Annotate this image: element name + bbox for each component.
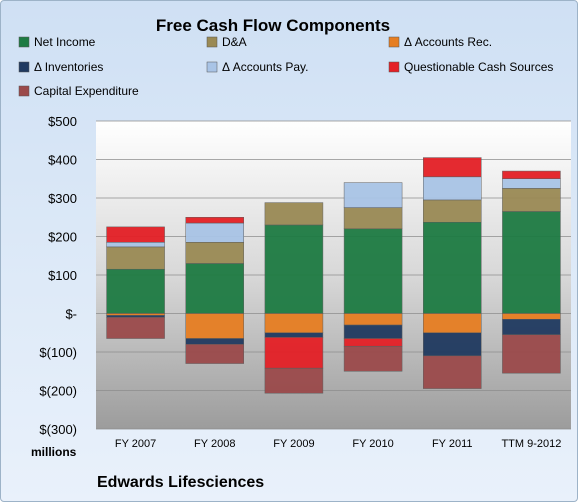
- x-tick-label: TTM 9-2012: [501, 438, 561, 450]
- legend-swatch-inventories: [18, 61, 30, 73]
- legend-label-inventories: Δ Inventories: [34, 60, 103, 74]
- bar-inventories: [106, 315, 165, 318]
- bars: [106, 157, 561, 394]
- bar-capital-expenditure: [423, 355, 482, 389]
- bar-inventories: [185, 338, 244, 345]
- x-tick-label: FY 2009: [273, 438, 314, 450]
- legend-swatch-accounts-pay: [206, 61, 218, 73]
- y-tick-label: $200: [48, 230, 77, 245]
- bar-accounts-pay: [106, 242, 165, 248]
- legend-swatch-net-income: [18, 36, 30, 48]
- bar-d-a: [264, 202, 324, 226]
- bar-accounts-rec: [106, 313, 165, 316]
- bar-d-a: [343, 207, 403, 230]
- bar-questionable-cash-sources: [502, 170, 561, 180]
- bar-inventories: [264, 332, 324, 338]
- gridlines: [96, 120, 571, 430]
- legend-label-questionable-cash-sources: Questionable Cash Sources: [404, 60, 553, 74]
- bar-capital-expenditure: [185, 344, 244, 364]
- bar-net-income: [502, 211, 561, 314]
- bar-accounts-rec: [185, 313, 244, 339]
- bar-inventories: [502, 319, 561, 335]
- y-tick-label: $300: [48, 191, 77, 206]
- x-tick-label: FY 2008: [194, 438, 235, 450]
- chart-title: Free Cash Flow Components: [156, 16, 390, 35]
- bar-capital-expenditure: [502, 334, 561, 374]
- legend-label-capital-expenditure: Capital Expenditure: [34, 84, 139, 98]
- y-tick-label: $(300): [39, 422, 77, 437]
- bar-questionable-cash-sources: [423, 157, 482, 178]
- bar-accounts-pay: [423, 176, 482, 201]
- bar-d-a: [502, 188, 561, 212]
- bar-questionable-cash-sources: [106, 226, 165, 243]
- bar-accounts-rec: [264, 313, 324, 333]
- bar-d-a: [106, 246, 165, 270]
- unit-label: millions: [31, 445, 77, 459]
- bar-net-income: [106, 268, 165, 314]
- bar-accounts-pay: [185, 222, 244, 243]
- bar-net-income: [264, 224, 324, 314]
- x-tick-label: FY 2010: [352, 438, 393, 450]
- y-tick-label: $500: [48, 114, 77, 129]
- bar-inventories: [423, 332, 482, 357]
- legend: Net Income D&A Δ Accounts Rec. Δ Inventorie…: [18, 35, 553, 98]
- y-tick-label: $400: [48, 153, 77, 168]
- legend-swatch-d-a: [206, 36, 218, 48]
- y-tick-label: $(200): [39, 384, 77, 399]
- legend-swatch-questionable-cash-sources: [388, 61, 400, 73]
- bar-accounts-pay: [502, 178, 561, 189]
- x-tick-label: FY 2007: [115, 438, 156, 450]
- bar-inventories: [343, 324, 403, 339]
- bar-accounts-rec: [343, 313, 403, 326]
- bar-questionable-cash-sources: [343, 338, 403, 347]
- bar-questionable-cash-sources: [264, 337, 324, 369]
- legend-label-accounts-rec: Δ Accounts Rec.: [404, 35, 492, 49]
- y-tick-label: $100: [48, 268, 77, 283]
- legend-swatch-accounts-rec: [388, 36, 400, 48]
- y-tick-label: $-: [65, 307, 77, 322]
- y-axis-ticks: $500 $400 $300 $200 $100 $- $(100) $(200) $(300): [39, 114, 77, 437]
- bar-accounts-rec: [502, 313, 561, 320]
- legend-label-accounts-pay: Δ Accounts Pay.: [222, 60, 309, 74]
- x-tick-label: FY 2011: [432, 438, 473, 450]
- legend-label-d-a: D&A: [222, 35, 247, 49]
- bar-d-a: [185, 242, 244, 264]
- bar-d-a: [423, 199, 482, 223]
- company-name: Edwards Lifesciences: [97, 474, 264, 491]
- bar-net-income: [423, 222, 482, 314]
- bar-net-income: [343, 228, 403, 314]
- bar-capital-expenditure: [106, 317, 165, 339]
- x-axis-ticks: FY 2007 FY 2008 FY 2009 FY 2010 FY 2011 TTM 9…: [115, 438, 561, 450]
- bar-accounts-pay: [343, 182, 403, 208]
- bar-net-income: [185, 263, 244, 314]
- legend-label-net-income: Net Income: [34, 35, 96, 49]
- y-tick-label: $(100): [39, 345, 77, 360]
- bar-accounts-rec: [423, 313, 482, 333]
- legend-swatch-capital-expenditure: [18, 85, 30, 97]
- bar-questionable-cash-sources: [185, 217, 244, 224]
- bar-capital-expenditure: [343, 345, 403, 372]
- bar-capital-expenditure: [264, 367, 324, 394]
